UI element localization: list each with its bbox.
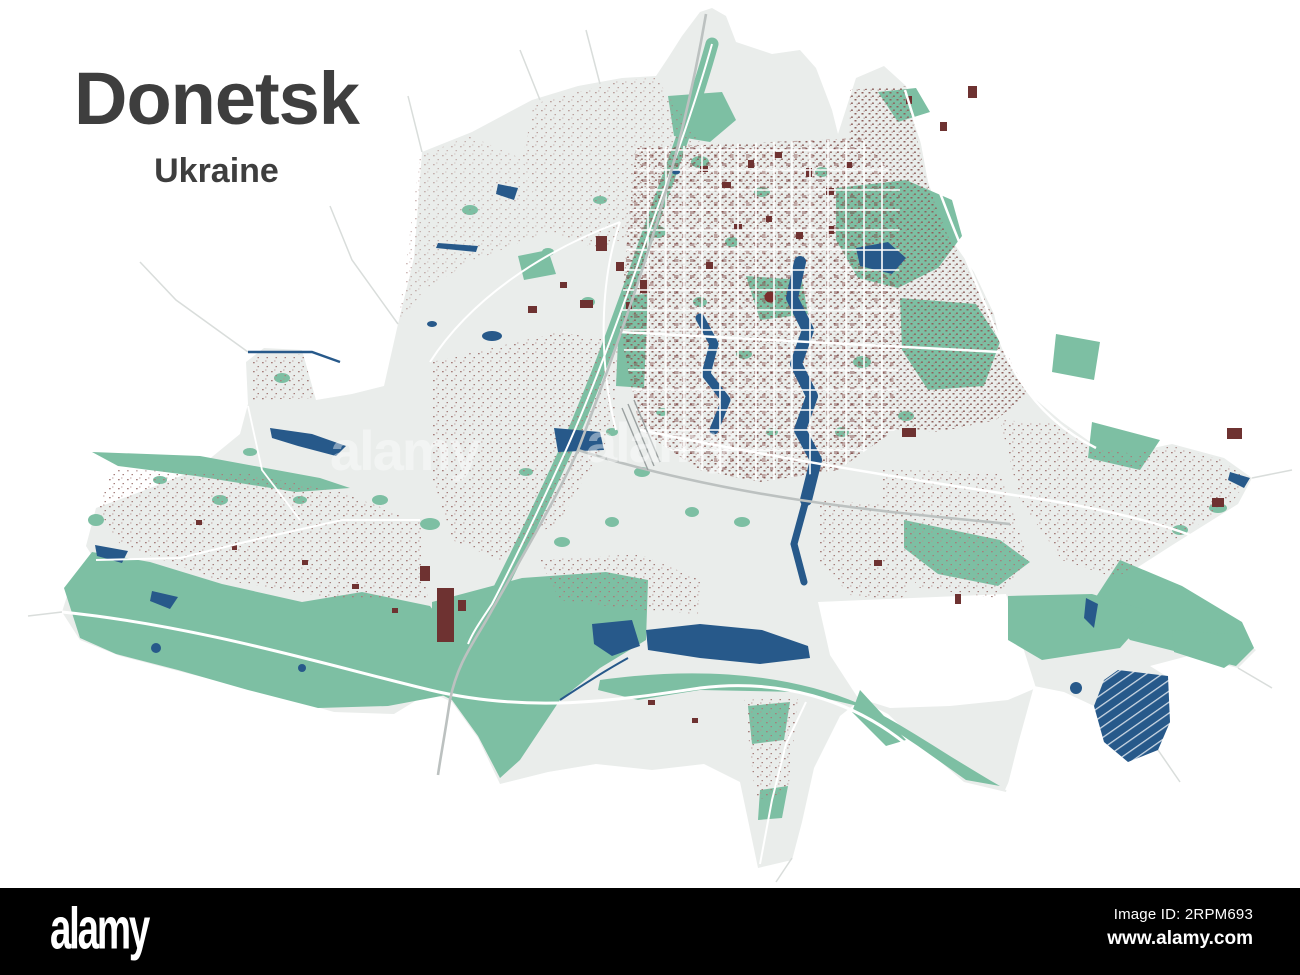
website-url: www.alamy.com <box>1107 928 1253 949</box>
image-id-label: Image ID: 2RPM693 <box>1113 906 1253 923</box>
title-block: Donetsk Ukraine <box>74 57 360 191</box>
railway-lines <box>436 13 1011 776</box>
outside-roads <box>27 29 1293 883</box>
hatched-ponds <box>1094 670 1170 762</box>
watermark: alamy alamy <box>330 411 739 482</box>
roads <box>61 43 1191 865</box>
footer-info: Image ID: 2RPM693 www.alamy.com <box>1107 906 1253 950</box>
buildings <box>196 86 1242 723</box>
water-areas <box>95 169 1250 762</box>
stadium <box>764 291 776 303</box>
page-title: Donetsk <box>74 57 360 140</box>
watermark-text: alamy <box>330 419 481 482</box>
watermark-text: alamy <box>586 411 737 474</box>
alamy-logo: alamy <box>50 897 150 963</box>
footer-bar: alamy Image ID: 2RPM693 www.alamy.com <box>0 888 1300 975</box>
page-subtitle: Ukraine <box>154 152 279 190</box>
